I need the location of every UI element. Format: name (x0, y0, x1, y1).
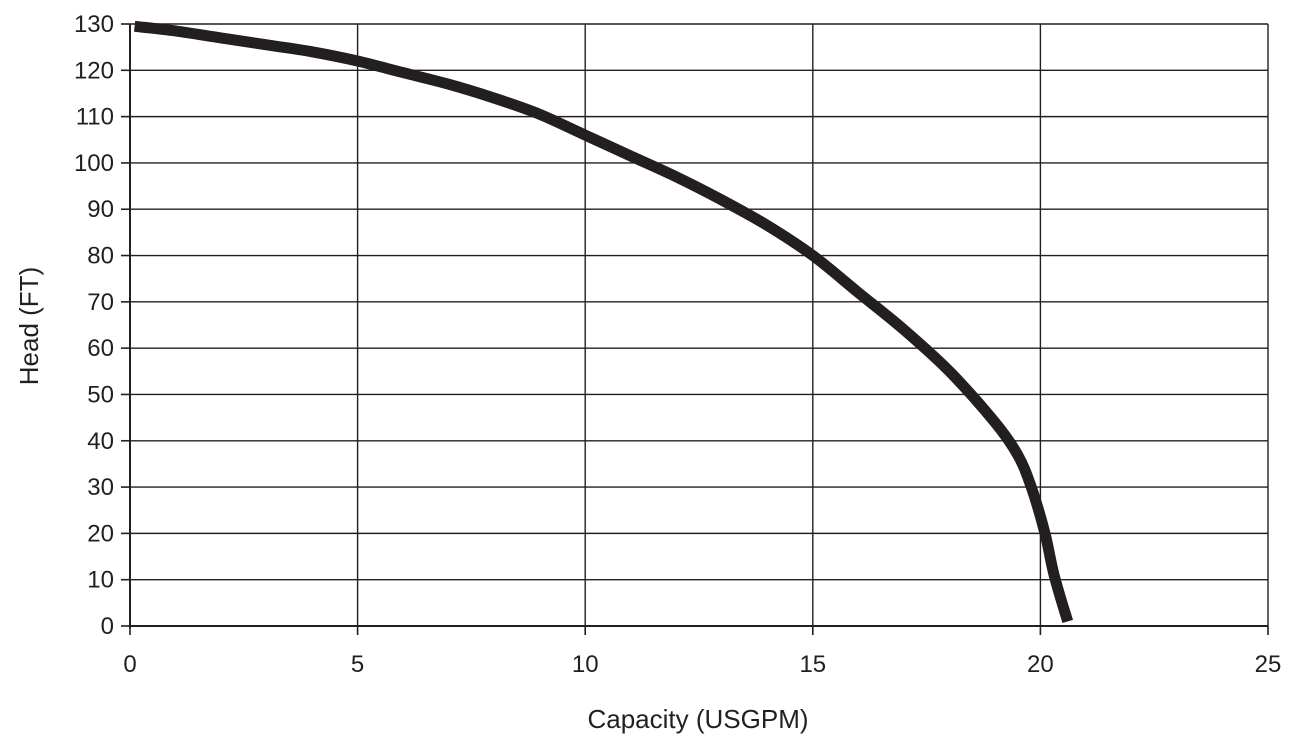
y-tick-label: 110 (76, 104, 114, 131)
x-tick-label: 25 (1255, 651, 1282, 678)
y-tick-label: 70 (87, 289, 114, 316)
axes (121, 23, 1269, 635)
y-tick-label: 100 (74, 150, 114, 177)
y-tick-label: 50 (87, 381, 114, 408)
y-tick-label: 130 (74, 11, 114, 38)
series-layer (133, 20, 1073, 623)
x-tick-label: 5 (351, 651, 364, 678)
x-tick-label: 0 (123, 651, 136, 678)
y-tick-label: 10 (87, 567, 114, 594)
y-tick-label: 60 (87, 335, 114, 362)
y-axis-label: Head (FT) (14, 267, 44, 385)
pump-curve-line (133, 20, 1073, 623)
y-tick-label: 0 (101, 613, 114, 640)
y-tick-label: 80 (87, 243, 114, 270)
grid (130, 23, 1269, 626)
x-tick-label: 15 (799, 651, 826, 678)
x-axis-label: Capacity (USGPM) (587, 704, 808, 734)
tick-labels: 0 10 20 30 40 50 60 70 80 90 100 110 120 130 0 5 10 15 20 2… (74, 11, 1281, 678)
y-tick-label: 40 (87, 428, 114, 455)
x-tick-label: 10 (572, 651, 599, 678)
y-tick-label: 20 (87, 520, 114, 547)
y-tick-label: 90 (87, 196, 114, 223)
x-tick-label: 20 (1027, 651, 1054, 678)
y-tick-label: 120 (74, 57, 114, 84)
y-tick-label: 30 (87, 474, 114, 501)
